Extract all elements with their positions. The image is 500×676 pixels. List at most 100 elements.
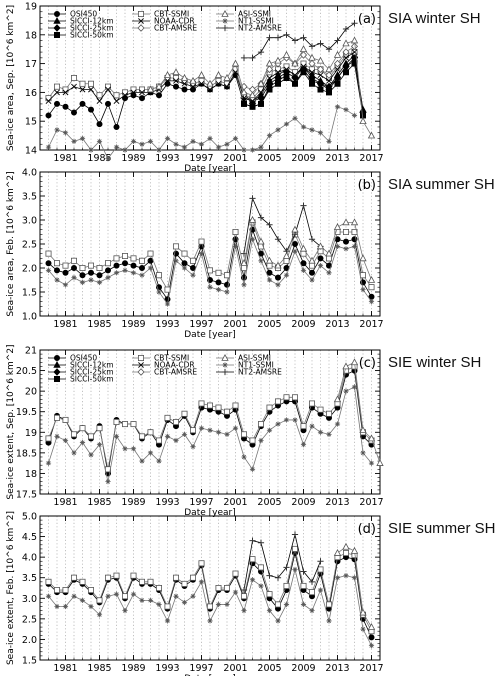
data-point: [181, 80, 188, 87]
legend-marker: [221, 9, 229, 17]
data-point: [45, 260, 52, 267]
data-point: [360, 287, 366, 293]
data-point: [164, 603, 171, 610]
x-axis-label: Date [year]: [184, 164, 235, 174]
data-point: [351, 112, 358, 119]
data-point: [198, 400, 205, 407]
data-point: [207, 427, 213, 433]
data-point: [172, 68, 180, 76]
data-point: [333, 548, 342, 556]
data-point: [351, 243, 358, 249]
data-point: [333, 59, 342, 68]
data-point: [291, 225, 299, 233]
data-point: [172, 574, 179, 581]
data-point: [266, 572, 273, 579]
legend-label: CBT-AMSRE: [154, 368, 197, 377]
data-point: [173, 437, 179, 444]
data-point: [45, 95, 52, 102]
data-point: [325, 601, 332, 608]
data-point: [291, 80, 298, 87]
data-point: [274, 274, 281, 281]
data-point: [71, 138, 77, 144]
data-point: [257, 79, 265, 87]
data-point: [198, 251, 205, 257]
y-tick-label: 21: [25, 346, 37, 357]
data-point: [223, 73, 231, 81]
data-point: [181, 580, 188, 587]
data-point: [71, 431, 78, 438]
data-point: [300, 568, 307, 575]
data-point: [309, 69, 315, 76]
data-point: [333, 50, 342, 58]
data-point: [325, 255, 332, 262]
legend-marker: [221, 368, 229, 376]
data-point: [223, 408, 230, 415]
legend-label: CBT-SSMI: [154, 354, 189, 363]
data-point: [130, 138, 137, 144]
data-point: [232, 135, 239, 142]
data-point: [54, 587, 61, 594]
data-point: [45, 578, 52, 585]
data-point: [122, 92, 128, 99]
data-point: [164, 286, 171, 293]
data-point: [334, 243, 341, 249]
data-point: [368, 643, 375, 649]
data-point: [240, 586, 248, 594]
data-point: [241, 608, 247, 614]
data-point: [274, 574, 282, 581]
y-tick-label: 17.5: [16, 490, 37, 501]
data-point: [113, 92, 120, 99]
data-point: [138, 578, 145, 585]
data-point: [249, 437, 256, 444]
data-point: [79, 425, 86, 432]
y-tick-label: 5.0: [22, 512, 37, 523]
data-point: [62, 103, 69, 110]
data-point: [105, 593, 111, 599]
legend-label: NOAA-CDR: [154, 361, 195, 370]
panel-label: (b): [358, 178, 376, 193]
data-point: [181, 250, 188, 257]
data-point: [309, 608, 315, 614]
data-point: [283, 75, 290, 82]
data-point: [325, 89, 332, 96]
data-point: [249, 98, 256, 104]
legend-marker: [53, 16, 61, 24]
data-point: [343, 573, 349, 579]
data-point: [308, 578, 316, 585]
data-point: [54, 603, 60, 610]
data-point: [308, 262, 315, 269]
data-point: [88, 603, 94, 610]
y-tick-label: 4.0: [22, 553, 37, 564]
data-point: [257, 421, 264, 428]
data-point: [308, 400, 315, 407]
data-point: [249, 147, 256, 153]
data-point: [368, 634, 375, 641]
data-point: [105, 260, 112, 267]
data-point: [258, 258, 264, 264]
series-nt1-ssmi: [45, 384, 375, 485]
data-point: [54, 83, 61, 90]
data-point: [189, 86, 196, 93]
data-point: [317, 566, 324, 573]
data-point: [181, 144, 188, 150]
data-point: [342, 542, 350, 550]
data-point: [326, 270, 332, 276]
data-point: [164, 433, 171, 439]
data-point: [257, 100, 264, 107]
data-point: [300, 34, 307, 41]
y-tick-label: 19: [25, 2, 37, 13]
data-point: [283, 257, 290, 264]
series-sicci-50km: [240, 60, 366, 119]
data-point: [88, 269, 95, 276]
data-point: [274, 261, 282, 269]
data-point: [96, 272, 103, 279]
data-point: [122, 593, 129, 600]
data-point: [181, 431, 188, 437]
data-point: [291, 59, 299, 67]
data-point: [71, 264, 78, 271]
data-point: [359, 608, 367, 616]
data-point: [79, 135, 86, 142]
data-point: [308, 80, 315, 87]
data-point: [275, 127, 281, 133]
data-point: [198, 425, 205, 431]
